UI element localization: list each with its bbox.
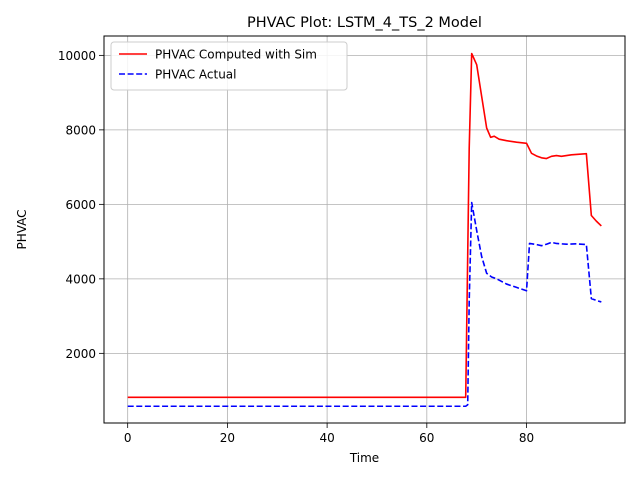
y-tick-label: 2000 [65,347,96,361]
grid-lines [104,36,625,423]
y-axis-label: PHVAC [15,209,29,249]
plot-frame [103,35,626,424]
x-tick-label: 0 [124,431,132,445]
x-axis-label: Time [349,451,379,465]
legend-box [110,41,348,91]
axis-ticks: 0 20 40 60 80 2000 4000 6000 8000 10000 [58,49,534,445]
series-line-1 [127,52,602,399]
y-tick-label: 8000 [65,123,96,137]
series-lines [127,52,602,408]
series-line-2 [127,201,602,408]
x-tick-label: 20 [220,431,235,445]
y-tick-label: 6000 [65,198,96,212]
x-tick-label: 80 [519,431,534,445]
y-tick-label: 4000 [65,272,96,286]
chart-title: PHVAC Plot: LSTM_4_TS_2 Model [247,15,482,31]
y-tick-label: 10000 [58,49,96,63]
legend-label-2: PHVAC Actual [155,68,237,82]
x-tick-label: 40 [319,431,334,445]
x-tick-label: 60 [419,431,434,445]
legend: PHVAC Computed with Sim PHVAC Actual [110,41,348,91]
legend-label-1: PHVAC Computed with Sim [155,48,317,62]
